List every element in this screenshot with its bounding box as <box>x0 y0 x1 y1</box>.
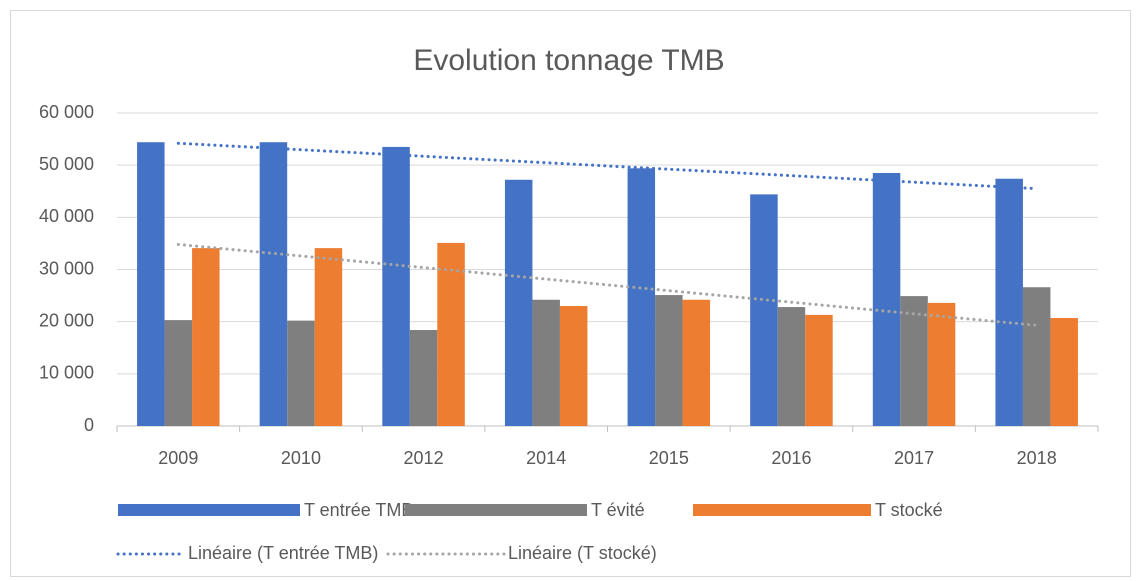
bar <box>437 242 465 426</box>
chart-title: Evolution tonnage TMB <box>413 44 724 77</box>
legend-label: T stocké <box>875 500 943 520</box>
bar <box>532 299 560 426</box>
legend-label: T entrée TMB <box>304 500 413 520</box>
y-tick-label: 50 000 <box>39 154 94 174</box>
bar <box>777 307 806 426</box>
y-tick-label: 10 000 <box>39 363 94 383</box>
bar <box>805 314 833 426</box>
bar <box>314 248 343 426</box>
bar <box>900 296 928 426</box>
bar <box>559 306 588 426</box>
bar <box>192 248 220 426</box>
bar <box>927 302 956 426</box>
x-tick-label: 2009 <box>158 448 198 468</box>
legend-swatch <box>118 504 300 516</box>
bar <box>995 178 1023 426</box>
bar <box>287 320 315 426</box>
legend-label: T évité <box>591 500 645 520</box>
trend-line <box>176 242 1039 327</box>
bar <box>137 142 165 427</box>
bar <box>164 320 193 426</box>
bar <box>655 295 683 426</box>
bar <box>382 146 410 427</box>
x-tick-label: 2018 <box>1017 448 1057 468</box>
bar <box>1022 287 1051 426</box>
y-tick-label: 0 <box>84 415 94 435</box>
bar <box>259 142 288 427</box>
y-tick-label: 40 000 <box>39 206 94 226</box>
legend-label: Linéaire (T stocké) <box>508 543 657 563</box>
x-tick-label: 2016 <box>771 448 811 468</box>
legend-swatch <box>405 504 587 516</box>
y-tick-label: 20 000 <box>39 310 94 330</box>
chart-border <box>10 10 1131 577</box>
legend-label: Linéaire (T entrée TMB) <box>188 543 378 563</box>
y-tick-label: 60 000 <box>39 102 94 122</box>
bar <box>1050 318 1078 426</box>
bar <box>409 330 438 426</box>
x-tick-label: 2012 <box>404 448 444 468</box>
y-tick-label: 30 000 <box>39 258 94 278</box>
bar <box>627 168 656 426</box>
x-tick-label: 2010 <box>281 448 321 468</box>
bar <box>750 194 778 426</box>
bar <box>504 179 533 426</box>
bar <box>872 172 901 426</box>
x-tick-label: 2014 <box>526 448 566 468</box>
x-tick-label: 2015 <box>649 448 689 468</box>
x-tick-label: 2017 <box>894 448 934 468</box>
bar <box>682 299 711 426</box>
legend-swatch <box>693 504 871 516</box>
